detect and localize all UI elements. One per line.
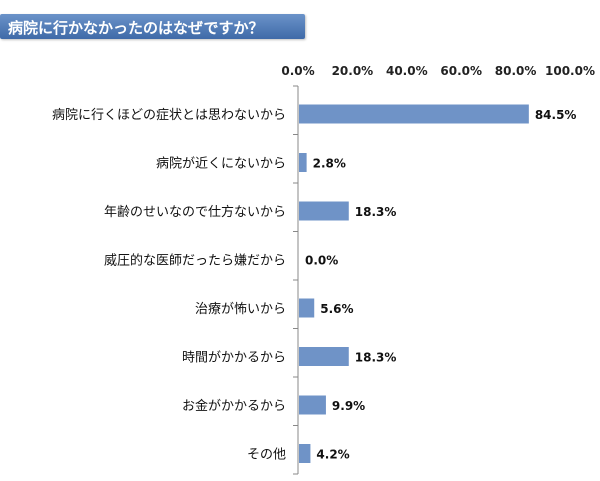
x-tick-label: 40.0% [386,64,428,78]
chart-title: 病院に行かなかったのはなぜですか？ [8,19,264,37]
category-label: 年齢のせいなので仕方ないから [104,204,286,220]
x-tick-label: 0.0% [281,64,314,78]
bar [299,347,349,366]
title-banner: 病院に行かなかったのはなぜですか？ [0,14,305,39]
bar [299,104,529,124]
category-label: その他 [247,448,286,463]
value-label: 0.0% [305,254,338,268]
bar [299,153,307,172]
value-label: 18.3% [355,205,397,219]
category-label: 病院に行くほどの症状とは思わないから [52,108,286,123]
bar [299,444,311,463]
value-label: 4.2% [316,448,349,462]
x-tick-label: 80.0% [495,64,537,78]
x-tick-label: 100.0% [545,64,595,78]
value-label: 2.8% [313,157,346,171]
category-label: 威圧的な医師だったら嫌だから [104,253,286,269]
value-label: 18.3% [355,351,397,365]
bar [299,395,326,415]
value-label: 5.6% [320,302,353,316]
category-label: 病院が近くにないから [156,157,286,172]
x-tick-label: 20.0% [332,64,374,78]
category-label: お金がかかるから [182,398,286,414]
bar [299,298,315,318]
value-label: 9.9% [332,399,365,413]
category-label: 時間がかかるから [182,351,286,366]
value-label: 84.5% [535,108,577,122]
bar [299,201,349,221]
category-label: 治療が怖いから [195,301,286,317]
x-tick-label: 60.0% [440,64,482,78]
